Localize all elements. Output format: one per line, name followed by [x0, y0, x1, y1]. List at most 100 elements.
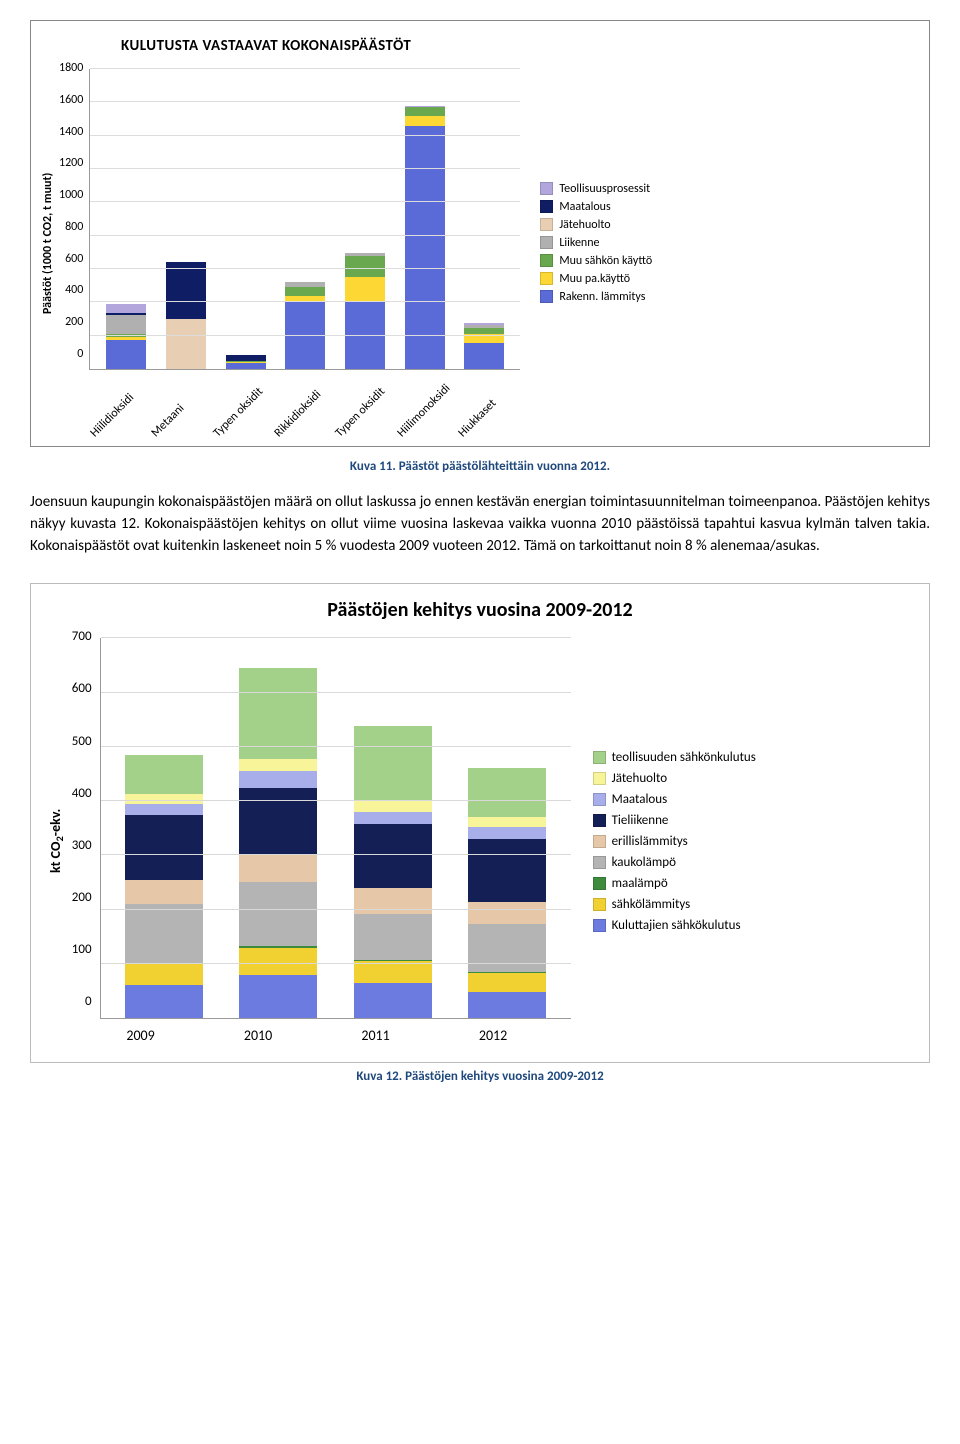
legend-swatch	[593, 877, 606, 890]
legend-swatch	[593, 856, 606, 869]
bar-segment-erillis	[354, 888, 432, 914]
legend-swatch	[593, 793, 606, 806]
ytick-label: 1000	[59, 188, 83, 202]
legend-label: Rakenn. lämmitys	[559, 290, 645, 304]
ytick-label: 200	[72, 890, 92, 905]
caption1: Kuva 11. Päästöt päästölähteittäin vuonn…	[30, 459, 930, 474]
xtick-label: Hiukkaset	[456, 402, 494, 440]
xtick-label: Hiilidioksidi	[87, 402, 125, 440]
chart1-yticks: 020040060080010001200140016001800	[59, 61, 89, 361]
ytick-label: 300	[72, 838, 92, 853]
legend-item: Jätehuolto	[593, 771, 756, 786]
chart2-xticks: 2009 2010 2011 2012	[72, 1019, 562, 1044]
bar-segment-rakenn	[226, 363, 266, 369]
legend-swatch	[540, 290, 553, 303]
legend-item: Maatalous	[540, 200, 652, 214]
xtick-label: Metaani	[149, 402, 187, 440]
legend-label: Teollisuusprosessit	[559, 182, 650, 196]
chart1-title: KULUTUSTA VASTAAVAT KOKONAISPÄÄSTÖT	[121, 37, 919, 55]
bar-segment-teollisuus	[125, 755, 203, 794]
bar	[354, 726, 432, 1018]
ytick-label: 1600	[59, 93, 83, 107]
ytick-label: 1200	[59, 156, 83, 170]
bar-segment-kuluttajien	[239, 975, 317, 1018]
legend-swatch	[593, 751, 606, 764]
bar-segment-tieliikenne	[468, 839, 546, 902]
legend-item: Tieliikenne	[593, 813, 756, 828]
legend-label: sähkölämmitys	[612, 897, 691, 912]
bar-segment-erillis	[468, 902, 546, 925]
bar	[106, 304, 146, 369]
bar	[226, 355, 266, 369]
bar-segment-rakenn	[285, 302, 325, 369]
xtick-label: Rikkidioksidi	[272, 402, 310, 440]
ytick-label: 100	[72, 942, 92, 957]
bar-segment-kaukolampo	[468, 924, 546, 972]
chart1-xticks: HiilidioksidiMetaaniTypen oksiditRikkidi…	[59, 370, 501, 416]
ytick-label: 400	[72, 786, 92, 801]
legend-item: Rakenn. lämmitys	[540, 290, 652, 304]
bar-segment-kuluttajien	[468, 992, 546, 1018]
ytick-label: 0	[85, 994, 92, 1009]
legend-item: Teollisuusprosessit	[540, 182, 652, 196]
legend-label: Jätehuolto	[612, 771, 668, 786]
chart1-ylabel: Päästöt (1000 t CO2, t muut)	[41, 93, 55, 393]
bar-segment-muupa	[345, 277, 385, 302]
bar-segment-kuluttajien	[125, 985, 203, 1019]
legend-swatch	[540, 218, 553, 231]
legend-label: Kuluttajien sähkökulutus	[612, 918, 741, 933]
legend-item: maalämpö	[593, 876, 756, 891]
ytick-label: 200	[65, 315, 83, 329]
chart2-row: kt CO2-ekv. 0100200300400500600700 20092…	[47, 638, 913, 1044]
ytick-label: 600	[65, 252, 83, 266]
ytick-label: 700	[72, 629, 92, 644]
legend-label: Muu sähkön käyttö	[559, 254, 652, 268]
bar-segment-sahkolammitys	[354, 961, 432, 983]
bar-segment-tieliikenne	[239, 788, 317, 854]
chart2-frame: Päästöjen kehitys vuosina 2009-2012 kt C…	[30, 583, 930, 1063]
xtick-label: Typen oksidit	[333, 402, 371, 440]
legend-swatch	[593, 898, 606, 911]
bar-segment-rakenn	[405, 126, 445, 369]
legend-swatch	[593, 814, 606, 827]
legend-item: sähkölämmitys	[593, 897, 756, 912]
legend-item: teollisuuden sähkönkulutus	[593, 750, 756, 765]
bar-segment-kaukolampo	[354, 914, 432, 960]
legend-item: erillislämmitys	[593, 834, 756, 849]
legend-swatch	[540, 254, 553, 267]
bar-segment-jatehuolto	[166, 319, 206, 369]
chart2-bars	[101, 638, 571, 1018]
bar-segment-tieliikenne	[125, 815, 203, 880]
legend-label: erillislämmitys	[612, 834, 688, 849]
ytick-label: 1400	[59, 125, 83, 139]
legend-item: Maatalous	[593, 792, 756, 807]
bar-segment-maatalous	[239, 771, 317, 787]
ytick-label: 600	[72, 681, 92, 696]
legend-swatch	[593, 919, 606, 932]
bar	[345, 253, 385, 369]
bar-segment-kaukolampo	[239, 882, 317, 946]
legend-label: Liikenne	[559, 236, 599, 250]
legend-item: Kuluttajien sähkökulutus	[593, 918, 756, 933]
xtick-label: 2012	[479, 1027, 507, 1044]
chart1-row: Päästöt (1000 t CO2, t muut) 02004006008…	[41, 69, 919, 416]
xtick-label: 2009	[126, 1027, 154, 1044]
body-text: Joensuun kaupungin kokonaispäästöjen mää…	[30, 492, 930, 557]
bar	[125, 755, 203, 1018]
legend-swatch	[540, 182, 553, 195]
bar-segment-muusahko	[405, 107, 445, 115]
xtick-label: 2010	[244, 1027, 272, 1044]
chart1-bars	[90, 69, 520, 369]
legend-swatch	[540, 272, 553, 285]
legend-item: Muu sähkön käyttö	[540, 254, 652, 268]
caption2: Kuva 12. Päästöjen kehitys vuosina 2009-…	[30, 1069, 930, 1084]
xtick-label: 2011	[361, 1027, 389, 1044]
legend-swatch	[593, 772, 606, 785]
bar-segment-muusahko	[345, 256, 385, 278]
legend-label: kaukolämpö	[612, 855, 676, 870]
bar-segment-maatalous	[125, 804, 203, 815]
legend-label: teollisuuden sähkönkulutus	[612, 750, 756, 765]
bar-segment-rakenn	[345, 302, 385, 369]
bar-segment-muupa	[405, 116, 445, 126]
legend-label: Maatalous	[559, 200, 610, 214]
